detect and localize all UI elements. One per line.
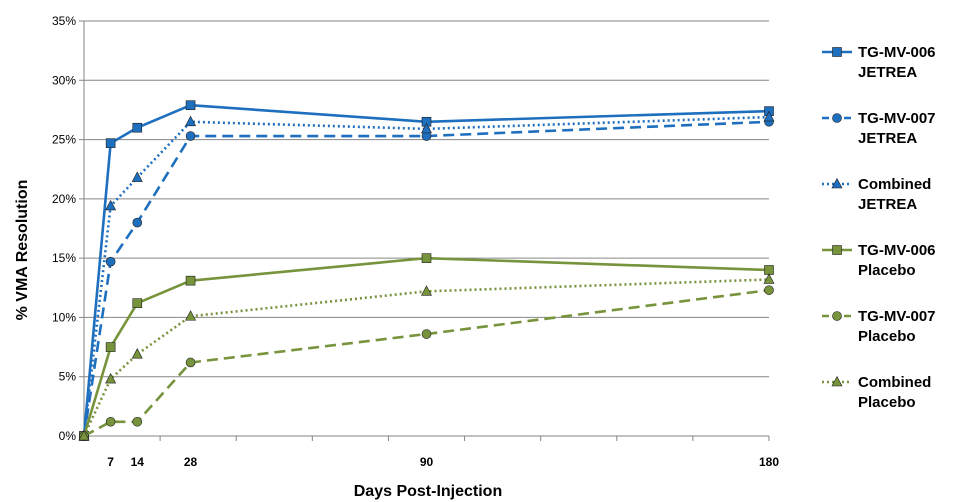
legend-label: TG-MV-006: [858, 44, 936, 61]
data-point: [105, 199, 117, 211]
series-line: [82, 256, 770, 437]
series-line: [82, 120, 770, 437]
y-tick-label: 5%: [59, 370, 77, 384]
data-point: [185, 310, 197, 321]
x-axis-title: Days Post-Injection: [354, 483, 502, 500]
legend-swatch-marker: [832, 311, 842, 321]
series-3: [78, 110, 775, 441]
y-tick-label: 30%: [52, 73, 76, 87]
series-line: [83, 288, 770, 438]
data-point: [105, 416, 116, 427]
series-2: [79, 116, 774, 441]
legend-item-6: Combined Placebo: [822, 374, 931, 411]
series-6: [78, 273, 775, 441]
legend-swatch-marker: [832, 47, 842, 57]
data-point: [105, 256, 116, 267]
y-tick-label: 10%: [52, 310, 76, 324]
series-group: [78, 100, 775, 441]
y-tick-label: 20%: [52, 192, 76, 206]
x-tick-label: 7: [107, 455, 114, 469]
data-point: [421, 329, 432, 339]
data-point: [763, 273, 775, 284]
data-point: [185, 131, 196, 141]
x-tick-labels: 7 14 28 90 180: [107, 455, 779, 469]
data-point: [131, 171, 143, 182]
y-tick-label: 35%: [52, 14, 76, 28]
series-5: [79, 285, 774, 441]
legend: TG-MV-006 JETREA TG-MV-007 JETREA Combined JE…: [822, 44, 936, 411]
y-tick-labels: 0% 5% 10% 15% 20% 25% 30% 35%: [52, 14, 76, 443]
data-point: [421, 253, 432, 263]
legend-label: Placebo: [858, 262, 916, 279]
legend-swatch-marker: [832, 245, 842, 255]
data-point: [421, 122, 432, 134]
legend-swatch-marker: [831, 177, 843, 189]
data-point: [185, 275, 196, 286]
y-tick-label: 15%: [52, 251, 76, 265]
data-point: [764, 265, 774, 275]
legend-swatch-marker: [832, 113, 842, 123]
legend-label: Combined: [858, 374, 931, 391]
legend-label: TG-MV-006: [858, 242, 936, 259]
legend-item-1: TG-MV-006 JETREA: [822, 44, 936, 81]
data-point: [132, 122, 143, 133]
legend-label: JETREA: [858, 196, 917, 213]
axes: [79, 20, 770, 441]
legend-item-3: Combined JETREA: [822, 176, 931, 213]
data-point: [131, 348, 143, 359]
data-point: [132, 416, 143, 427]
series-line: [82, 115, 770, 437]
data-point: [132, 298, 143, 309]
legend-label: TG-MV-007: [858, 110, 936, 127]
y-tick-label: 25%: [52, 133, 76, 147]
gridlines: [84, 20, 769, 378]
legend-item-4: TG-MV-006 Placebo: [822, 242, 936, 279]
series-1: [79, 100, 774, 441]
x-tick-label: 14: [131, 455, 145, 469]
legend-swatch-marker: [831, 375, 843, 387]
data-point: [421, 285, 432, 296]
legend-label: Combined: [858, 176, 931, 193]
data-point: [185, 357, 196, 368]
legend-label: JETREA: [858, 64, 917, 81]
series-line: [82, 103, 770, 437]
data-point: [105, 138, 116, 148]
data-point: [105, 372, 117, 384]
x-tick-label: 180: [759, 455, 779, 469]
legend-item-2: TG-MV-007 JETREA: [822, 110, 936, 147]
x-tick-label: 90: [420, 455, 434, 469]
data-point: [78, 429, 90, 441]
data-point: [185, 100, 196, 110]
data-point: [132, 217, 143, 228]
legend-label: JETREA: [858, 130, 917, 147]
y-tick-label: 0%: [59, 429, 77, 443]
data-point: [763, 110, 775, 122]
data-point: [105, 342, 116, 352]
x-tick-label: 28: [184, 455, 198, 469]
legend-label: Placebo: [858, 394, 916, 411]
data-point: [185, 115, 197, 127]
legend-item-5: TG-MV-007 Placebo: [822, 308, 936, 345]
legend-label: TG-MV-007: [858, 308, 936, 325]
y-axis-title: % VMA Resolution: [14, 180, 31, 321]
data-point: [764, 285, 774, 295]
legend-label: Placebo: [858, 328, 916, 345]
